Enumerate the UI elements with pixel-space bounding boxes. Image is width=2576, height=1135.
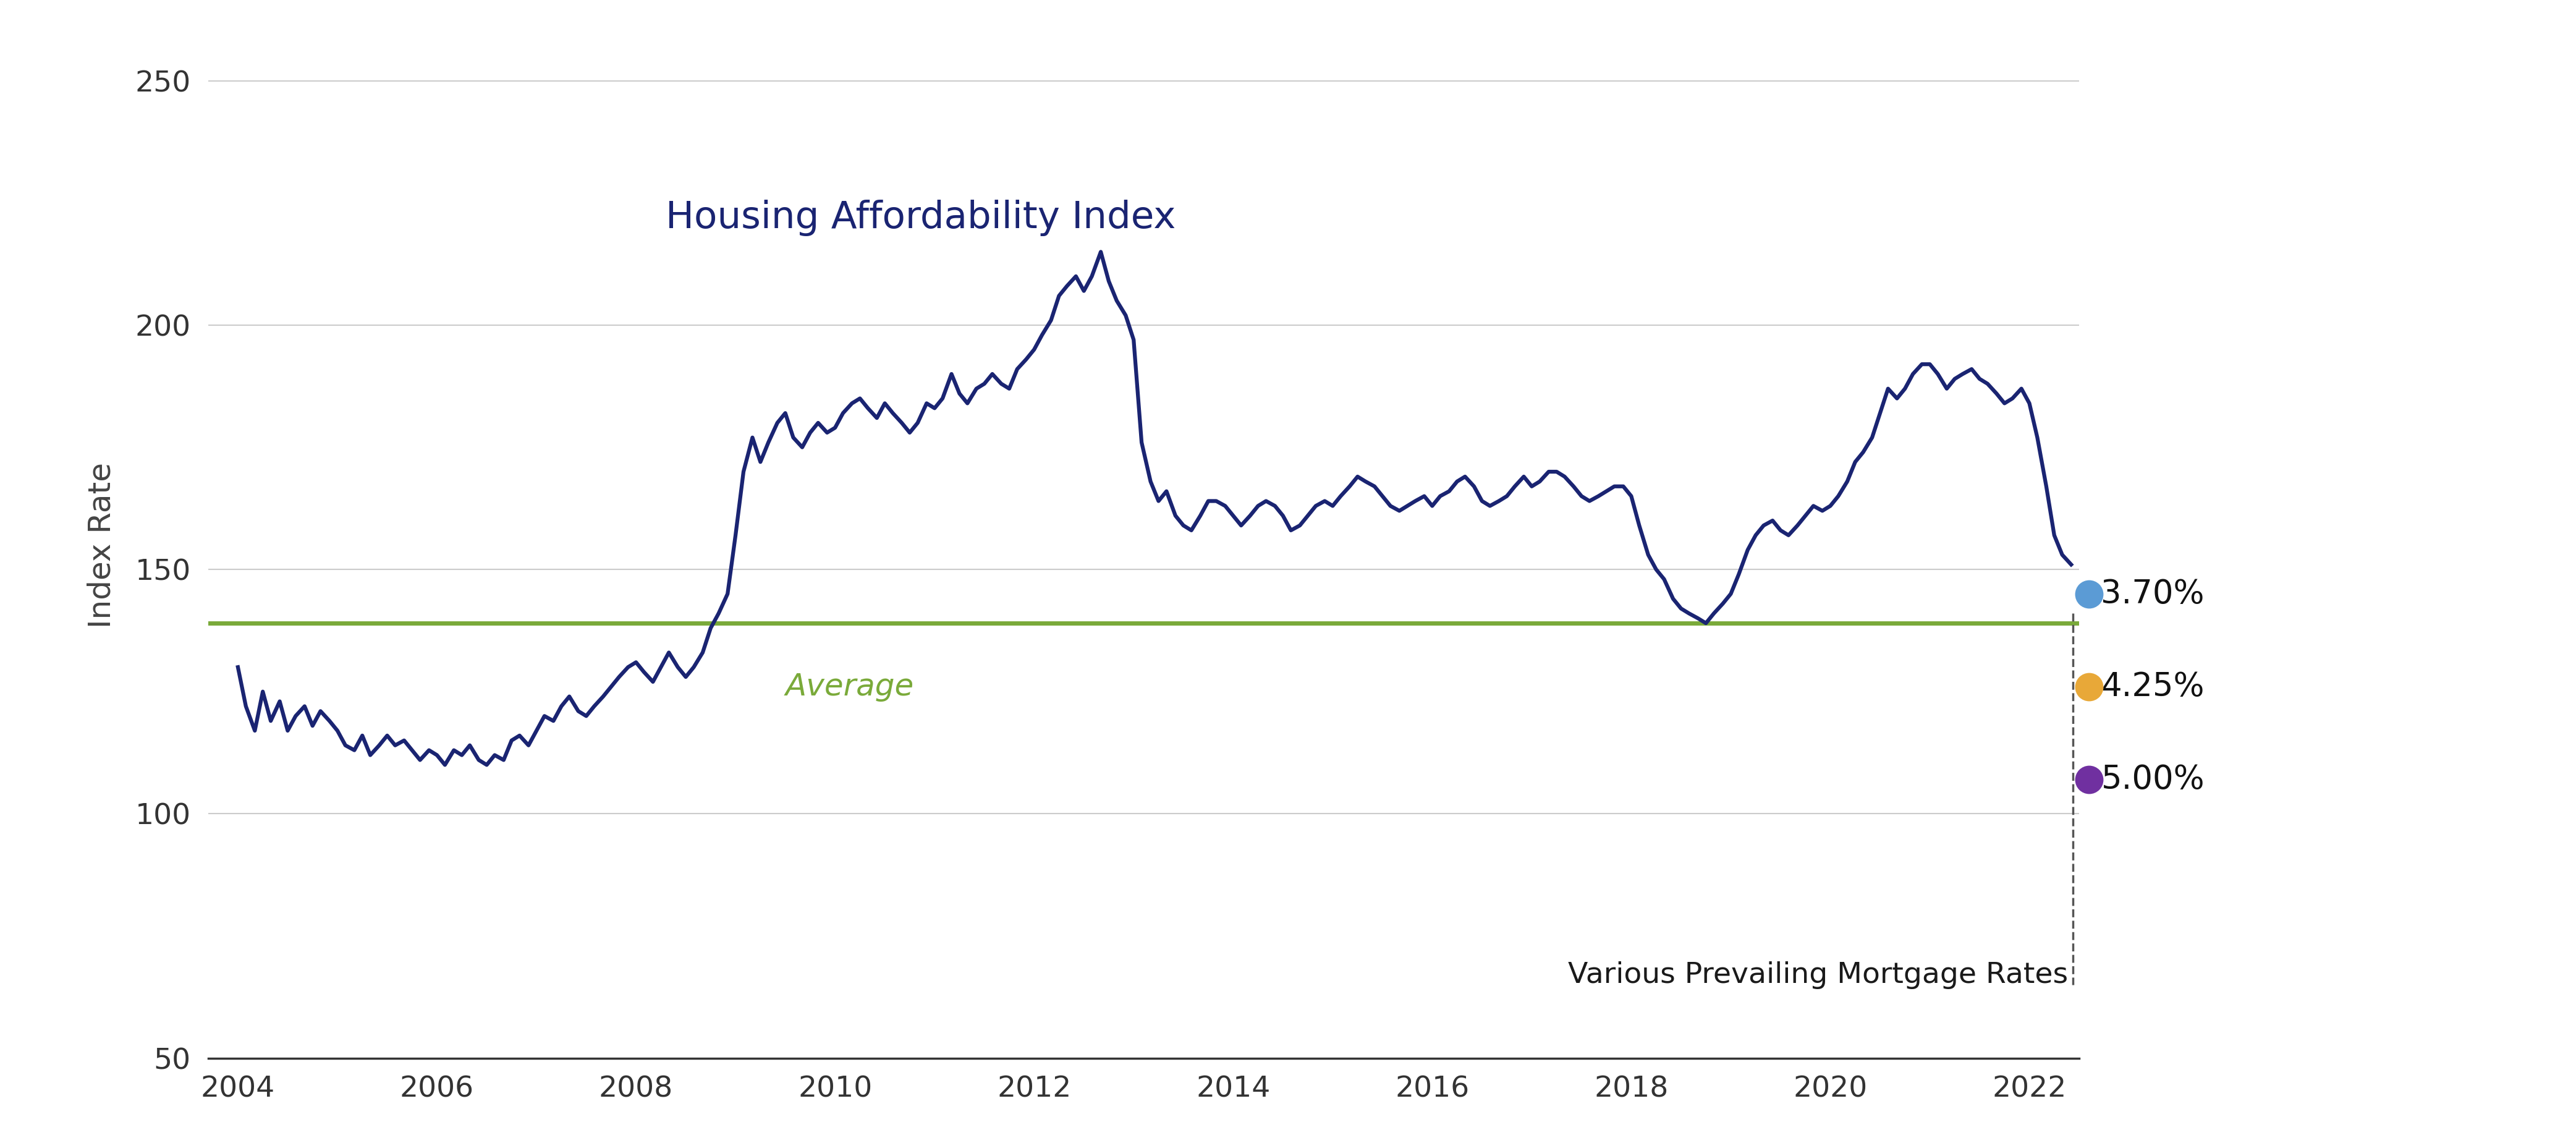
Text: 5.00%: 5.00% — [2102, 764, 2205, 796]
Text: Housing Affordability Index: Housing Affordability Index — [665, 200, 1177, 236]
Y-axis label: Index Rate: Index Rate — [88, 462, 116, 628]
Text: Average: Average — [786, 672, 914, 701]
Text: 4.25%: 4.25% — [2102, 671, 2205, 703]
Text: 3.70%: 3.70% — [2102, 578, 2205, 609]
Text: Various Prevailing Mortgage Rates: Various Prevailing Mortgage Rates — [1569, 961, 2069, 989]
